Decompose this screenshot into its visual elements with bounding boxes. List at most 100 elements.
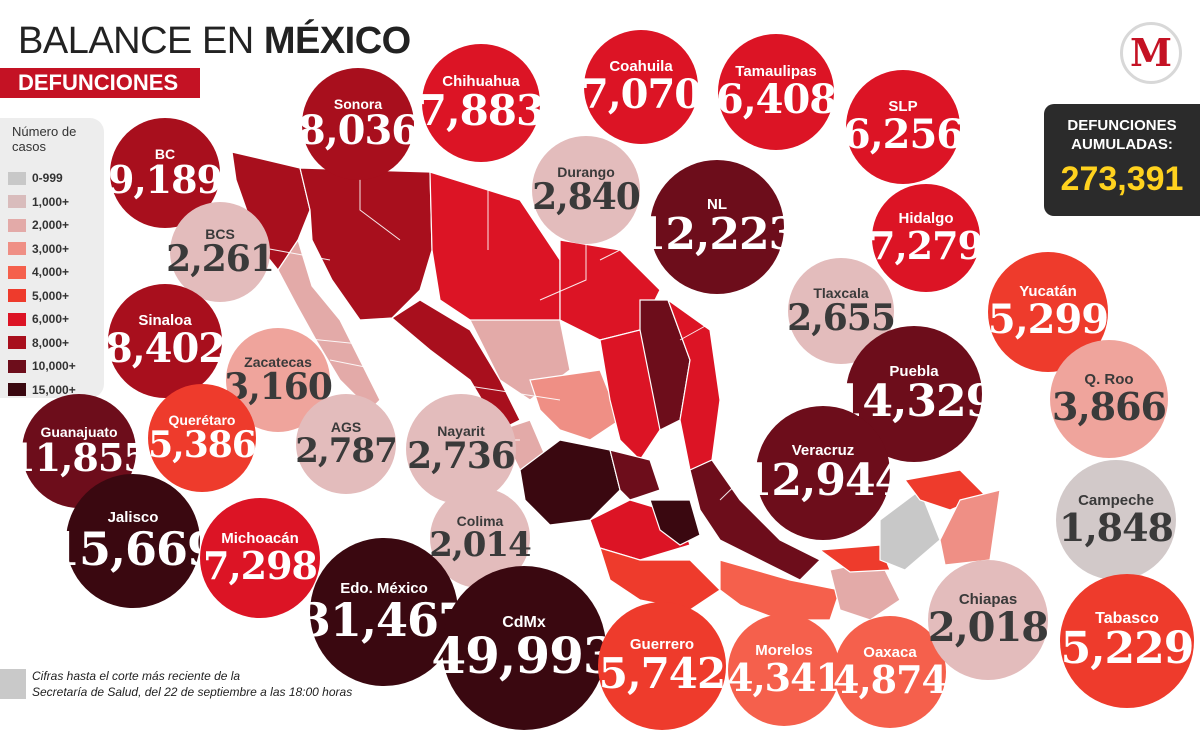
legend-label: 10,000+ bbox=[32, 359, 76, 373]
legend-item: 4,000+ bbox=[8, 264, 69, 280]
legend-swatch bbox=[8, 359, 26, 373]
state-value: 2,655 bbox=[787, 297, 896, 340]
legend-swatch bbox=[8, 171, 26, 185]
leader-line bbox=[329, 359, 561, 401]
state-name: Guerrero bbox=[629, 636, 695, 654]
state-name: AGS bbox=[330, 418, 362, 435]
legend-swatch bbox=[8, 289, 26, 302]
legend-label: 1,000+ bbox=[32, 194, 70, 209]
state-value: 4,341 bbox=[727, 654, 842, 700]
milenio-logo: M bbox=[1120, 22, 1182, 84]
map-region bbox=[649, 499, 701, 546]
state-bubble: Colima 2,014 bbox=[429, 488, 532, 588]
map-region bbox=[879, 489, 941, 571]
state-value: 3,160 bbox=[224, 366, 333, 409]
state-name: Morelos bbox=[755, 642, 813, 660]
legend-swatch bbox=[8, 336, 26, 349]
state-bubble: Jalisco 15,669 bbox=[48, 474, 219, 608]
state-bubble: Michoacán 7,298 bbox=[200, 498, 320, 618]
state-bubble: Veracruz 12,944 bbox=[742, 406, 905, 540]
state-bubble: BCS 2,261 bbox=[166, 202, 275, 302]
legend-swatch bbox=[8, 312, 26, 326]
state-name: Zacatecas bbox=[244, 353, 312, 370]
state-name: Edo. México bbox=[340, 580, 428, 598]
state-bubble: Edo. México 31,467 bbox=[299, 538, 470, 686]
state-bubble: Tlaxcala 2,655 bbox=[787, 258, 896, 364]
state-bubble: NL 12,223 bbox=[636, 160, 799, 294]
state-value: 49,993 bbox=[431, 626, 617, 686]
legend-label: 2,000+ bbox=[32, 218, 70, 232]
map-region bbox=[818, 544, 891, 573]
state-value: 2,018 bbox=[927, 603, 1049, 651]
state-bubble: Guanajuato 11,855 bbox=[9, 394, 150, 508]
state-value: 5,386 bbox=[148, 424, 257, 467]
legend-item: 10,000+ bbox=[8, 358, 76, 374]
state-bubble: Durango 2,840 bbox=[532, 136, 641, 244]
map-region bbox=[277, 238, 381, 411]
state-bubble: Yucatán 5,299 bbox=[988, 252, 1109, 372]
state-value: 12,944 bbox=[741, 454, 905, 506]
state-value: 11,855 bbox=[9, 435, 149, 481]
subtitle-banner: DEFUNCIONES bbox=[0, 68, 200, 98]
legend-swatch bbox=[8, 242, 26, 255]
map-region bbox=[390, 299, 521, 431]
state-value: 31,467 bbox=[298, 592, 470, 647]
legend-item: 8,000+ bbox=[8, 335, 69, 351]
legend: Número de casos 0-999 1,000+ 2,000+ 3,000+ 4… bbox=[0, 118, 104, 398]
legend-label: 3,000+ bbox=[32, 241, 70, 256]
state-name: Yucatán bbox=[1019, 283, 1077, 301]
state-value: 5,742 bbox=[598, 648, 727, 698]
map-region bbox=[529, 369, 621, 441]
state-name: Sinaloa bbox=[138, 312, 192, 330]
state-name: Coahuila bbox=[609, 58, 673, 76]
legend-label: 15,000+ bbox=[32, 382, 76, 397]
state-value: 3,866 bbox=[1052, 383, 1167, 429]
total-value: 273,391 bbox=[1060, 160, 1184, 198]
legend-item: 15,000+ bbox=[8, 382, 76, 398]
map-region bbox=[689, 459, 822, 581]
state-value: 9,189 bbox=[108, 157, 223, 203]
state-name: Chiapas bbox=[958, 591, 1018, 609]
legend-swatch bbox=[8, 218, 26, 232]
state-bubble: Querétaro 5,386 bbox=[148, 384, 257, 492]
state-bubble: Campeche 1,848 bbox=[1056, 460, 1176, 580]
state-name: Q. Roo bbox=[1084, 371, 1134, 389]
state-name: Michoacán bbox=[221, 530, 299, 548]
map-region bbox=[519, 439, 621, 526]
state-bubble: Hidalgo 7,279 bbox=[869, 184, 984, 292]
state-name: SLP bbox=[888, 98, 918, 116]
state-value: 15,669 bbox=[47, 521, 219, 576]
footnote-text: Cifras hasta el corte más reciente de la… bbox=[32, 669, 353, 699]
state-name: Colima bbox=[456, 512, 504, 529]
legend-item: 2,000+ bbox=[8, 217, 69, 233]
state-value: 6,256 bbox=[842, 110, 964, 158]
state-value: 1,848 bbox=[1059, 504, 1174, 550]
legend-item: 0-999 bbox=[8, 170, 63, 186]
total-deaths-box: DEFUNCIONES AUMULADAS: 273,391 bbox=[1044, 104, 1200, 216]
state-value: 2,840 bbox=[532, 176, 641, 219]
legend-item: 3,000+ bbox=[8, 241, 69, 257]
page-title: BALANCE EN MÉXICO bbox=[18, 20, 411, 62]
state-name: Veracruz bbox=[791, 442, 855, 460]
state-name: Oaxaca bbox=[863, 644, 917, 662]
state-name: NL bbox=[707, 196, 727, 214]
state-value: 2,014 bbox=[429, 525, 531, 566]
legend-label: 6,000+ bbox=[32, 312, 70, 326]
state-name: Puebla bbox=[889, 363, 939, 381]
state-bubble: Coahuila 7,070 bbox=[580, 30, 702, 144]
legend-item: 1,000+ bbox=[8, 194, 69, 210]
state-value: 2,736 bbox=[407, 435, 516, 478]
state-name: Chihuahua bbox=[442, 73, 520, 91]
state-bubble: Sinaloa 8,402 bbox=[105, 284, 226, 398]
state-name: CdMx bbox=[502, 613, 546, 631]
legend-label: 5,000+ bbox=[32, 288, 70, 303]
state-name: Hidalgo bbox=[898, 210, 954, 228]
legend-label: 8,000+ bbox=[32, 335, 70, 350]
state-value: 7,070 bbox=[580, 70, 702, 118]
state-value: 2,787 bbox=[295, 431, 397, 472]
state-bubble: Chihuahua 7,883 bbox=[418, 44, 545, 162]
state-name: Tabasco bbox=[1095, 609, 1159, 627]
map-region bbox=[599, 547, 721, 611]
footnote: Cifras hasta el corte más reciente de la… bbox=[0, 667, 352, 701]
